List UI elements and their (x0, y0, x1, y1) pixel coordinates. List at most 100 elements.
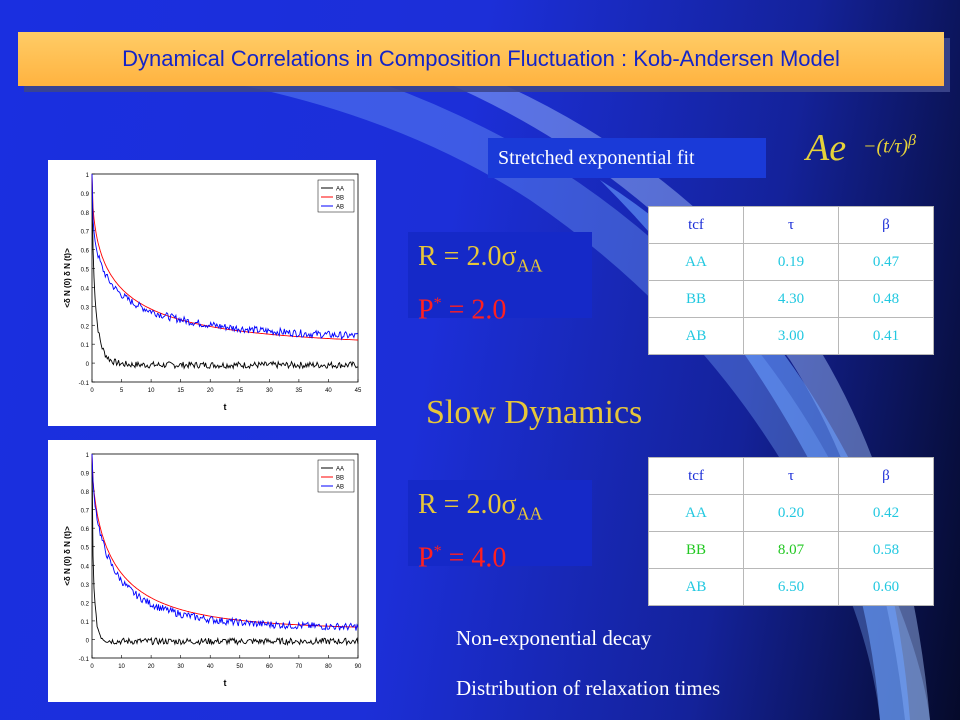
x-tick-label: 0 (90, 388, 94, 394)
y-tick-label: 0.5 (81, 546, 90, 552)
plot-2: -0.100.10.20.30.40.50.60.70.80.910 10 20 30… (63, 453, 362, 688)
x-axis-label: t (224, 402, 227, 412)
plot-panel-2: -0.1 0 0.1 0.2 0.3 0.4 0.5 0.6 0.7 0.8 0.9 1 0 10 20 30… (48, 440, 376, 702)
x-tick-label: 10 (118, 664, 125, 670)
legend-box (317, 459, 355, 493)
y-tick-label: 0 (86, 362, 90, 368)
series-line (91, 173, 358, 341)
x-tick-label: 40 (207, 664, 214, 670)
y-tick-label: 1 (86, 173, 90, 179)
formula-exponent: −(t/τ)β (863, 132, 917, 158)
y-tick-label: 0.9 (81, 192, 90, 198)
param-box-2: R = 2.0σAA P* = 4.0 (408, 480, 592, 573)
cell-tau: 4.30 (743, 280, 839, 318)
plot-1: -0.100.10.20.30.40.50.60.70.80.910 5 10 15 2… (63, 173, 362, 412)
plot-frame (91, 453, 359, 659)
fit-label: Stretched exponential fit (488, 138, 766, 178)
param-box-1: R = 2.0σAA P* = 2.0 (408, 232, 592, 325)
y-tick-label: -0.1 (79, 381, 90, 387)
x-tick-label: 90 (355, 664, 362, 670)
stretched-exponential-formula: Ae −(t/τ)β (806, 126, 916, 170)
x-tick-label: 5 (120, 388, 124, 394)
y-tick-label: 0.7 (81, 509, 90, 515)
x-tick-label: 10 (148, 388, 155, 394)
note-distribution: Distribution of relaxation times (456, 676, 721, 700)
p-value: P* = 4.0 (418, 541, 507, 573)
y-axis-label: <δ N (0) δ N (t)> (63, 248, 72, 308)
y-tick-label: 0.2 (81, 601, 90, 607)
table-header-row: tcf τ β (648, 206, 934, 244)
y-tick-label: 0.5 (81, 268, 90, 274)
plot-frame (91, 173, 359, 383)
table-row: AB 6.50 0.60 (648, 568, 934, 606)
x-tick-label: 30 (266, 388, 273, 394)
cell-tau: 6.50 (743, 568, 839, 606)
cell-beta: 0.41 (838, 317, 934, 355)
table-row: AA 0.20 0.42 (648, 494, 934, 532)
formula-power: β (908, 132, 917, 149)
cell-tcf: AB (648, 568, 744, 606)
series-line (91, 175, 359, 370)
cell-beta: 0.58 (838, 531, 934, 569)
legend-label: BB (336, 476, 344, 482)
fit-table-2: tcf τ β AA 0.20 0.42 BB 8.07 0.58 AB 6.5… (648, 457, 934, 606)
y-tick-label: 0.8 (81, 490, 90, 496)
cell-tau: 0.20 (743, 494, 839, 532)
title-bar: Dynamical Correlations in Composition Fl… (18, 32, 944, 86)
header-beta: β (838, 206, 934, 244)
cell-beta: 0.42 (838, 494, 934, 532)
y-tick-label: -0.1 (79, 657, 90, 663)
y-tick-label: 0.7 (81, 230, 90, 236)
y-tick-label: 0.4 (81, 286, 90, 292)
table-row: BB 8.07 0.58 (648, 531, 934, 569)
x-tick-label: 35 (296, 388, 303, 394)
table-header-row: tcf τ β (648, 457, 934, 495)
note-non-exponential: Non-exponential decay (456, 626, 652, 650)
legend-label: AB (336, 205, 344, 211)
legend-label: AA (336, 467, 344, 473)
cell-tau: 3.00 (743, 317, 839, 355)
formula-base: Ae (806, 127, 847, 169)
table-row: BB 4.30 0.48 (648, 280, 934, 318)
fit-table-1: tcf τ β AA 0.19 0.47 BB 4.30 0.48 AB 3.0… (648, 206, 934, 355)
r-value: R = 2.0σAA (418, 241, 543, 276)
x-tick-label: 25 (236, 388, 243, 394)
y-tick-label: 1 (86, 453, 90, 459)
cell-beta: 0.47 (838, 243, 934, 281)
x-tick-label: 45 (355, 388, 362, 394)
x-axis-label: t (224, 678, 227, 688)
cell-tau: 8.07 (743, 531, 839, 569)
y-tick-label: 0.6 (81, 527, 90, 533)
p-value: P* = 2.0 (418, 293, 507, 325)
cell-tcf: AA (648, 494, 744, 532)
cell-tcf: BB (648, 531, 744, 569)
x-tick-label: 40 (325, 388, 332, 394)
header-tau: τ (743, 457, 839, 495)
slide-title: Dynamical Correlations in Composition Fl… (122, 46, 840, 71)
r-value: R = 2.0σAA (418, 489, 543, 524)
legend-box (317, 179, 355, 213)
header-tau: τ (743, 206, 839, 244)
legend-label: AA (336, 187, 344, 193)
y-tick-label: 0.2 (81, 324, 90, 330)
y-tick-label: 0.1 (81, 343, 90, 349)
slow-dynamics-heading: Slow Dynamics (426, 394, 643, 431)
y-tick-label: 0.1 (81, 620, 90, 626)
cell-tcf: BB (648, 280, 744, 318)
cell-tcf: AB (648, 317, 744, 355)
plot-panel-1: -0.1 0 0.1 0.2 0.3 0.4 0.5 0.6 0.7 0.8 0.9 1 0 5 10 15 2… (48, 160, 376, 426)
y-tick-label: 0.8 (81, 211, 90, 217)
y-tick-label: 0.4 (81, 564, 90, 570)
x-tick-label: 80 (325, 664, 332, 670)
legend-label: AB (336, 485, 344, 491)
y-tick-label: 0.6 (81, 249, 90, 255)
x-tick-label: 20 (148, 664, 155, 670)
x-tick-label: 15 (177, 388, 184, 394)
legend-label: BB (336, 196, 344, 202)
y-tick-label: 0.9 (81, 472, 90, 478)
x-tick-label: 60 (266, 664, 273, 670)
series-line (91, 453, 359, 631)
table-row: AB 3.00 0.41 (648, 317, 934, 355)
x-tick-label: 30 (177, 664, 184, 670)
